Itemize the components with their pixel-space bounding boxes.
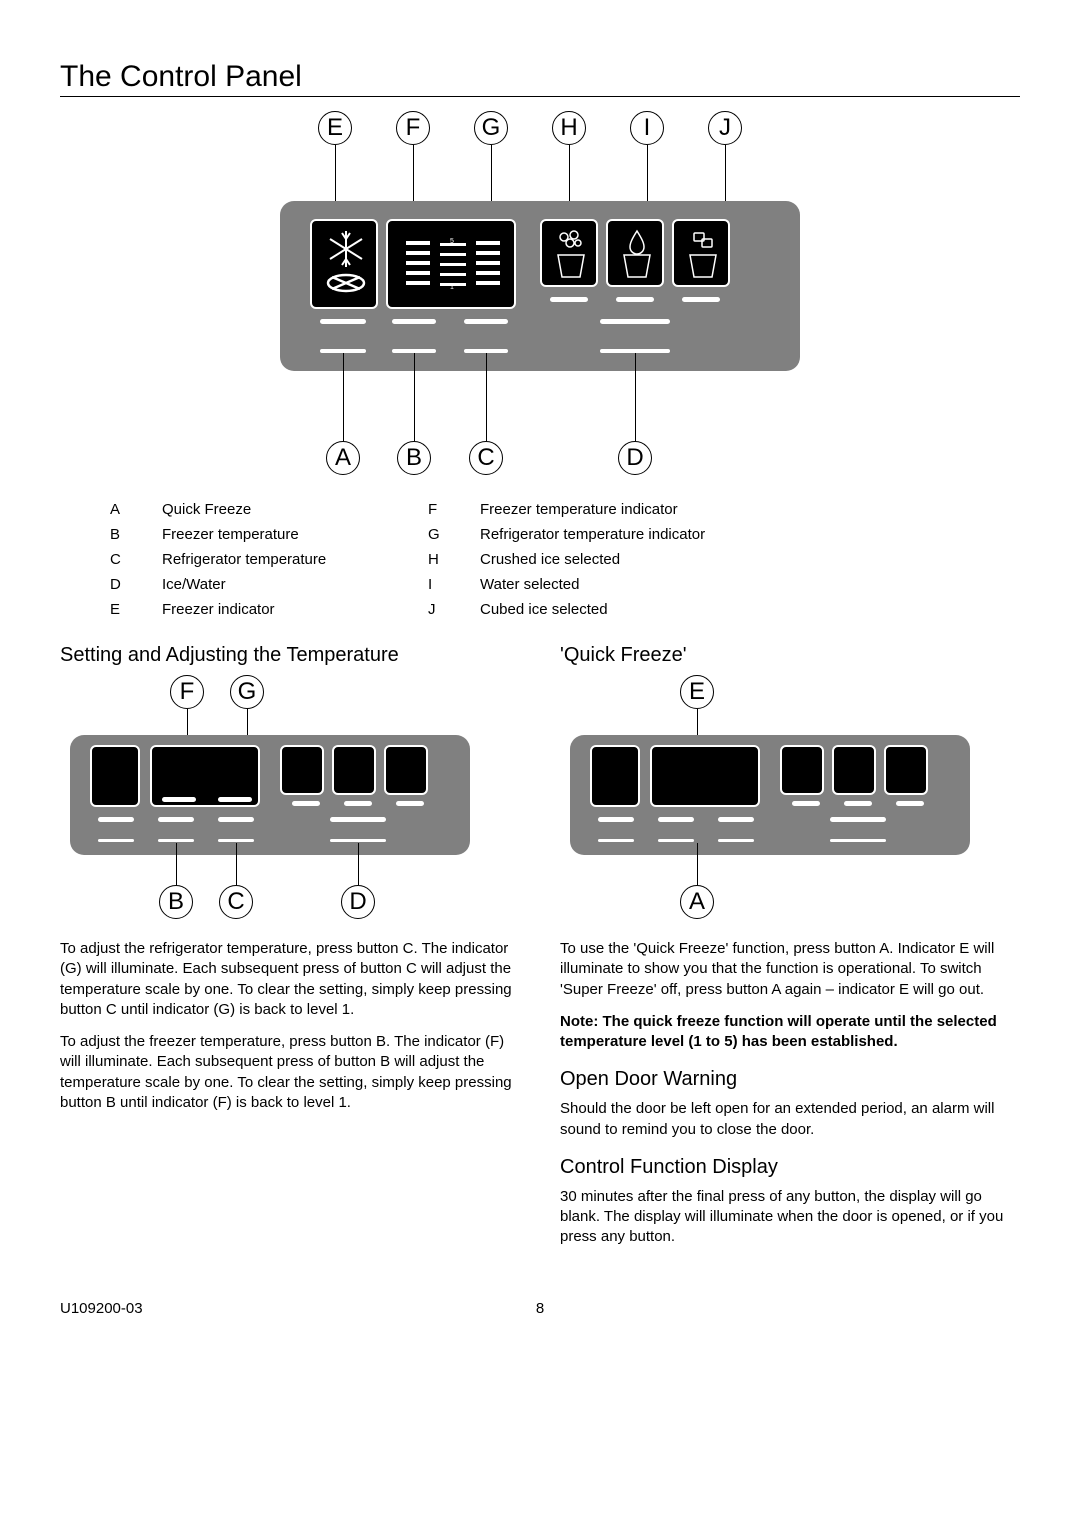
ind-H	[550, 297, 588, 302]
label-D2: D	[341, 885, 375, 919]
qf-box-e	[590, 745, 640, 807]
label-H: H	[552, 111, 586, 145]
label-E2: E	[680, 675, 714, 709]
para-freezer: To adjust the freezer temperature, press…	[60, 1032, 520, 1113]
label-J: J	[708, 111, 742, 145]
qf-box-h	[780, 745, 824, 795]
heading-control-display: Control Function Display	[560, 1156, 1020, 1179]
temp-panel	[70, 735, 470, 855]
water-icon	[608, 221, 666, 289]
box-j	[384, 745, 428, 795]
ind-I	[616, 297, 654, 302]
heading-open-door: Open Door Warning	[560, 1068, 1020, 1091]
page-title: The Control Panel	[60, 60, 1020, 97]
temperature-display: 51	[386, 219, 516, 309]
label-F2: F	[170, 675, 204, 709]
box-i	[332, 745, 376, 795]
temp-diagram: F G	[60, 675, 480, 925]
label-E: E	[318, 111, 352, 145]
qf-box-fg	[650, 745, 760, 807]
legend-row: BFreezer temperatureGRefrigerator temper…	[60, 526, 1020, 543]
cubed-ice-icon	[674, 221, 732, 289]
label-I: I	[630, 111, 664, 145]
heading-setting-temp: Setting and Adjusting the Temperature	[60, 644, 520, 667]
left-column: Setting and Adjusting the Temperature F …	[60, 628, 520, 1260]
cubed-ice-indicator	[672, 219, 730, 287]
label-C: C	[469, 441, 503, 475]
page-footer: U109200-03 8	[60, 1300, 1020, 1317]
right-column: 'Quick Freeze' E	[560, 628, 1020, 1260]
para-quick-freeze: To use the 'Quick Freeze' function, pres…	[560, 939, 1020, 1000]
control-panel-body: 51	[280, 201, 800, 371]
button-A[interactable]	[320, 319, 366, 324]
legend-row: AQuick FreezeFFreezer temperature indica…	[60, 501, 1020, 518]
box-e	[90, 745, 140, 807]
qf-box-j	[884, 745, 928, 795]
button-D[interactable]	[600, 319, 670, 324]
label-F: F	[396, 111, 430, 145]
legend-row: DIce/WaterIWater selected	[60, 576, 1020, 593]
label-D: D	[618, 441, 652, 475]
doc-number: U109200-03	[60, 1300, 143, 1317]
water-indicator	[606, 219, 664, 287]
note-quick-freeze: Note: The quick freeze function will ope…	[560, 1012, 1020, 1053]
legend: AQuick FreezeFFreezer temperature indica…	[60, 501, 1020, 618]
label-B2: B	[159, 885, 193, 919]
qf-panel	[570, 735, 970, 855]
snowflake-icon	[312, 221, 380, 311]
para-refrigerator: To adjust the refrigerator temperature, …	[60, 939, 520, 1020]
heading-quick-freeze: 'Quick Freeze'	[560, 644, 1020, 667]
control-panel-diagram: E F G H I J	[190, 111, 890, 491]
legend-row: CRefrigerator temperatureHCrushed ice se…	[60, 551, 1020, 568]
quick-freeze-indicator	[310, 219, 378, 309]
box-h	[280, 745, 324, 795]
label-G: G	[474, 111, 508, 145]
button-B[interactable]	[392, 319, 436, 324]
quick-freeze-diagram: E A	[560, 675, 980, 925]
page-number: 8	[536, 1300, 544, 1317]
qf-box-i	[832, 745, 876, 795]
crushed-ice-indicator	[540, 219, 598, 287]
label-G2: G	[230, 675, 264, 709]
ind-J	[682, 297, 720, 302]
crushed-ice-icon	[542, 221, 600, 289]
legend-row: EFreezer indicatorJCubed ice selected	[60, 601, 1020, 618]
label-A2: A	[680, 885, 714, 919]
button-C[interactable]	[464, 319, 508, 324]
svg-text:1: 1	[450, 284, 454, 291]
para-control-display: 30 minutes after the final press of any …	[560, 1187, 1020, 1248]
label-B: B	[397, 441, 431, 475]
label-C2: C	[219, 885, 253, 919]
temp-bars-icon: 51	[388, 221, 518, 311]
para-open-door: Should the door be left open for an exte…	[560, 1099, 1020, 1140]
box-fg	[150, 745, 260, 807]
label-A: A	[326, 441, 360, 475]
svg-text:5: 5	[450, 238, 454, 245]
